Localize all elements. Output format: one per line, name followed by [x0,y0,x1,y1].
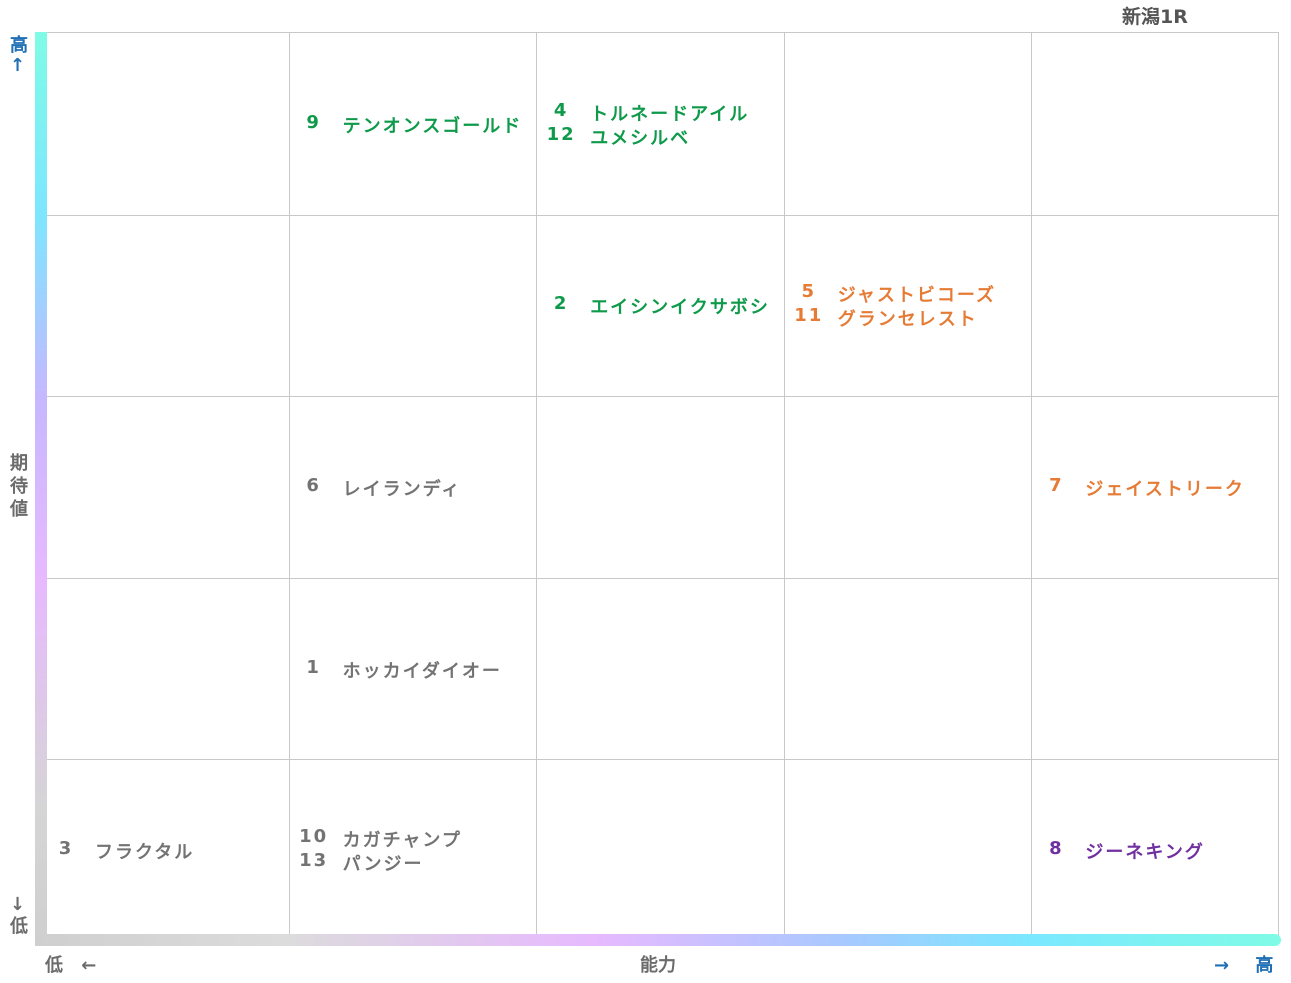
entry-name: レイランディ [342,479,462,500]
grid-line [288,33,290,940]
entry-name: パンジー [342,854,424,876]
entry-number: 4 [553,99,569,121]
entry-name: テンオンスゴールド [342,115,523,137]
entry-name: ジーネキング [1085,842,1205,864]
x-high: → 高 [1214,955,1284,976]
grid-line [41,396,1278,398]
entry-name: ジェイストリーク [1085,479,1245,500]
entry-number: 9 [306,111,321,133]
entry-number: 12 [546,123,576,145]
grid-line [783,33,785,940]
entry-number: 7 [1049,475,1064,496]
grid-line [41,577,1278,579]
entry-number: 5 [801,281,817,303]
grid-line [536,33,538,940]
entry-name: ユメシルベ [590,127,691,149]
entry-number: 2 [553,293,569,315]
y-label: 期待値 [10,453,28,520]
x-low: 低 ← [45,955,103,976]
y-axis-bar [35,32,47,944]
entry-name: カガチャンプ [342,830,462,852]
y-high: 高↑ [10,35,28,76]
entry-number: 11 [794,305,824,327]
grid: 9 テンオンスゴールド 4 トルネードアイル 12 ユメシルベ 2 エイシンイクサボシ 5 ジャス… [41,32,1279,940]
entry-name: ホッカイダイオー [342,660,502,682]
grid-line [41,759,1278,761]
entry-name: エイシンイクサボシ [590,297,770,319]
grid-line [1031,33,1033,940]
x-axis-bar [35,934,1281,946]
entry-number: 13 [299,850,329,872]
entry-name: フラクタル [95,842,195,864]
entry-number: 1 [306,656,321,678]
entry-number: 10 [299,826,329,848]
y-low: ↓低 [10,894,28,937]
x-label: 能力 [640,955,676,976]
entry-name: ジャストビコーズ [837,285,996,307]
title: 新潟1R [1122,6,1188,28]
entry-number: 3 [58,838,74,860]
entry-number: 6 [306,475,321,496]
entry-name: グランセレスト [837,309,978,331]
entry-number: 8 [1049,838,1064,860]
entry-name: トルネードアイル [590,103,750,125]
grid-line [41,214,1278,216]
